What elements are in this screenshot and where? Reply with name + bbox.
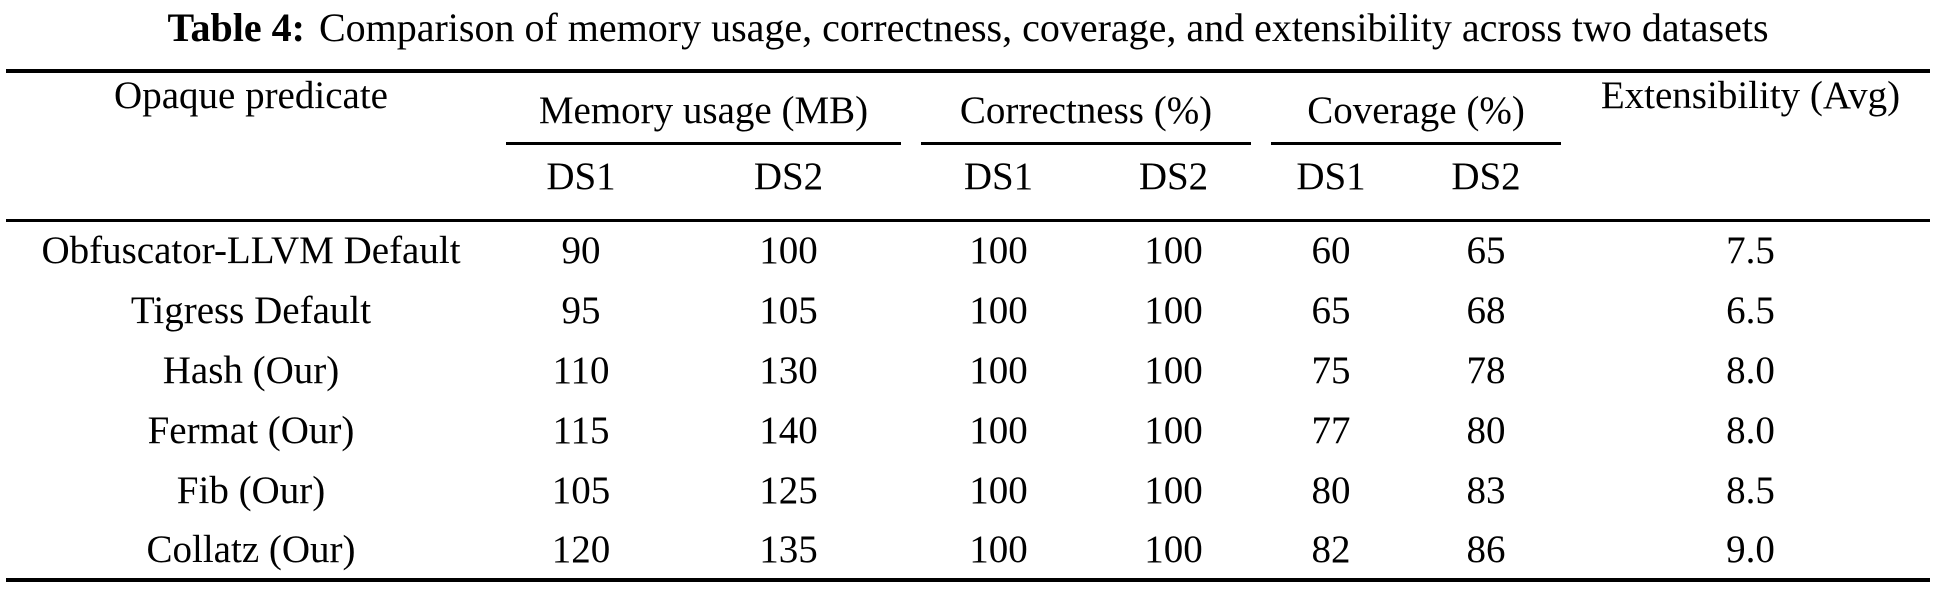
cell-extensibility: 8.0	[1726, 408, 1775, 452]
cell-memory-ds1: 110	[552, 348, 610, 392]
subheader-correctness-ds1: DS1	[963, 155, 1034, 199]
table-caption: Table 4: Comparison of memory usage, corr…	[0, 0, 1936, 69]
cell-correctness-ds2: 100	[1144, 348, 1203, 392]
table-row: Tigress Default 95 105 100 100 65 68 6.5	[6, 280, 1930, 340]
subheader-memory-ds2: DS2	[753, 155, 824, 199]
cell-coverage-ds2: 65	[1401, 218, 1572, 280]
cell-coverage-ds2: 80	[1466, 408, 1506, 452]
cell-extensibility: 9.0	[1726, 527, 1775, 571]
cell-memory-ds1: 120	[551, 527, 611, 571]
header-sub-row: DS1 DS2 DS1 DS2 DS1 DS2	[6, 145, 1930, 220]
correctness-underline: Correctness (%)	[921, 88, 1252, 145]
cell-memory-ds2: 140	[759, 408, 818, 452]
cell-correctness-ds2: 100	[1144, 408, 1203, 452]
cell-memory-ds1: 105	[551, 468, 611, 512]
cell-coverage-ds2: 83	[1466, 468, 1506, 512]
cell-coverage-ds1: 65	[1311, 288, 1351, 332]
subheader-memory-ds1: DS1	[546, 155, 616, 199]
cell-memory-ds2: 105	[759, 288, 818, 332]
group-header-memory-usage: Memory usage (MB)	[496, 71, 911, 145]
row-label: Obfuscator-LLVM Default	[6, 218, 496, 280]
group-header-correctness: Correctness (%)	[911, 71, 1261, 145]
row-label: Hash (Our)	[162, 348, 340, 392]
cell-correctness-ds2: 100	[1144, 527, 1203, 571]
cell-coverage-ds1: 80	[1311, 468, 1351, 512]
table-row: Collatz (Our) 120 135 100 100 82 86 9.0	[6, 520, 1930, 580]
cell-correctness-ds2: 100	[1144, 288, 1203, 332]
cell-coverage-ds1: 60	[1261, 218, 1402, 280]
cell-correctness-ds1: 100	[969, 288, 1028, 332]
cell-correctness-ds2: 100	[1086, 218, 1262, 280]
cell-memory-ds2: 135	[759, 527, 818, 571]
caption-text: Comparison of memory usage, correctness,…	[318, 5, 1769, 50]
cell-correctness-ds1: 100	[911, 218, 1086, 280]
cell-extensibility: 6.5	[1726, 288, 1775, 332]
row-label: Collatz (Our)	[146, 527, 356, 571]
cell-coverage-ds1: 75	[1311, 348, 1351, 392]
header-group-row: Opaque predicate Memory usage (MB) Corre…	[6, 71, 1930, 145]
coverage-underline: Coverage (%)	[1271, 88, 1562, 145]
row-label: Fib (Our)	[176, 468, 326, 512]
cell-coverage-ds1: 77	[1311, 408, 1351, 452]
subheader-coverage-ds1: DS1	[1296, 155, 1366, 199]
table-row: Fib (Our) 105 125 100 100 80 83 8.5	[6, 460, 1930, 520]
cell-coverage-ds2: 68	[1466, 288, 1506, 332]
group-header-coverage: Coverage (%)	[1261, 71, 1571, 145]
cell-coverage-ds1: 82	[1311, 527, 1351, 571]
cell-correctness-ds1: 100	[969, 348, 1028, 392]
cell-extensibility: 8.0	[1726, 348, 1775, 392]
cell-correctness-ds1: 100	[969, 527, 1028, 571]
table-row: Hash (Our) 110 130 100 100 75 78 8.0	[6, 340, 1930, 400]
comparison-table: Opaque predicate Memory usage (MB) Corre…	[6, 69, 1931, 582]
subheader-coverage-ds2: DS2	[1451, 155, 1521, 199]
cell-memory-ds1: 95	[561, 288, 601, 332]
cell-correctness-ds1: 100	[969, 468, 1028, 512]
cell-coverage-ds2: 78	[1466, 348, 1506, 392]
cell-memory-ds1: 90	[496, 218, 666, 280]
cell-memory-ds2: 130	[759, 348, 818, 392]
cell-correctness-ds1: 100	[969, 408, 1028, 452]
memory-usage-underline: Memory usage (MB)	[506, 88, 901, 145]
table-row: Obfuscator-LLVM Default 90 100 100 100 6…	[6, 218, 1931, 280]
cell-memory-ds2: 100	[666, 218, 911, 280]
table-row: Fermat (Our) 115 140 100 100 77 80 8.0	[6, 400, 1930, 460]
subheader-correctness-ds2: DS2	[1138, 155, 1209, 199]
row-label: Tigress Default	[130, 288, 372, 332]
column-header-extensibility: Extensibility (Avg)	[1600, 74, 1901, 117]
column-header-opaque-predicate: Opaque predicate	[114, 74, 388, 117]
cell-correctness-ds2: 100	[1144, 468, 1203, 512]
cell-extensibility: 8.5	[1726, 468, 1775, 512]
cell-memory-ds1: 115	[552, 408, 610, 452]
cell-coverage-ds2: 86	[1466, 527, 1506, 571]
row-label: Fermat (Our)	[147, 408, 355, 452]
cell-memory-ds2: 125	[759, 468, 818, 512]
cell-extensibility: 7.5	[1571, 218, 1931, 280]
caption-label: Table 4:	[167, 5, 305, 50]
